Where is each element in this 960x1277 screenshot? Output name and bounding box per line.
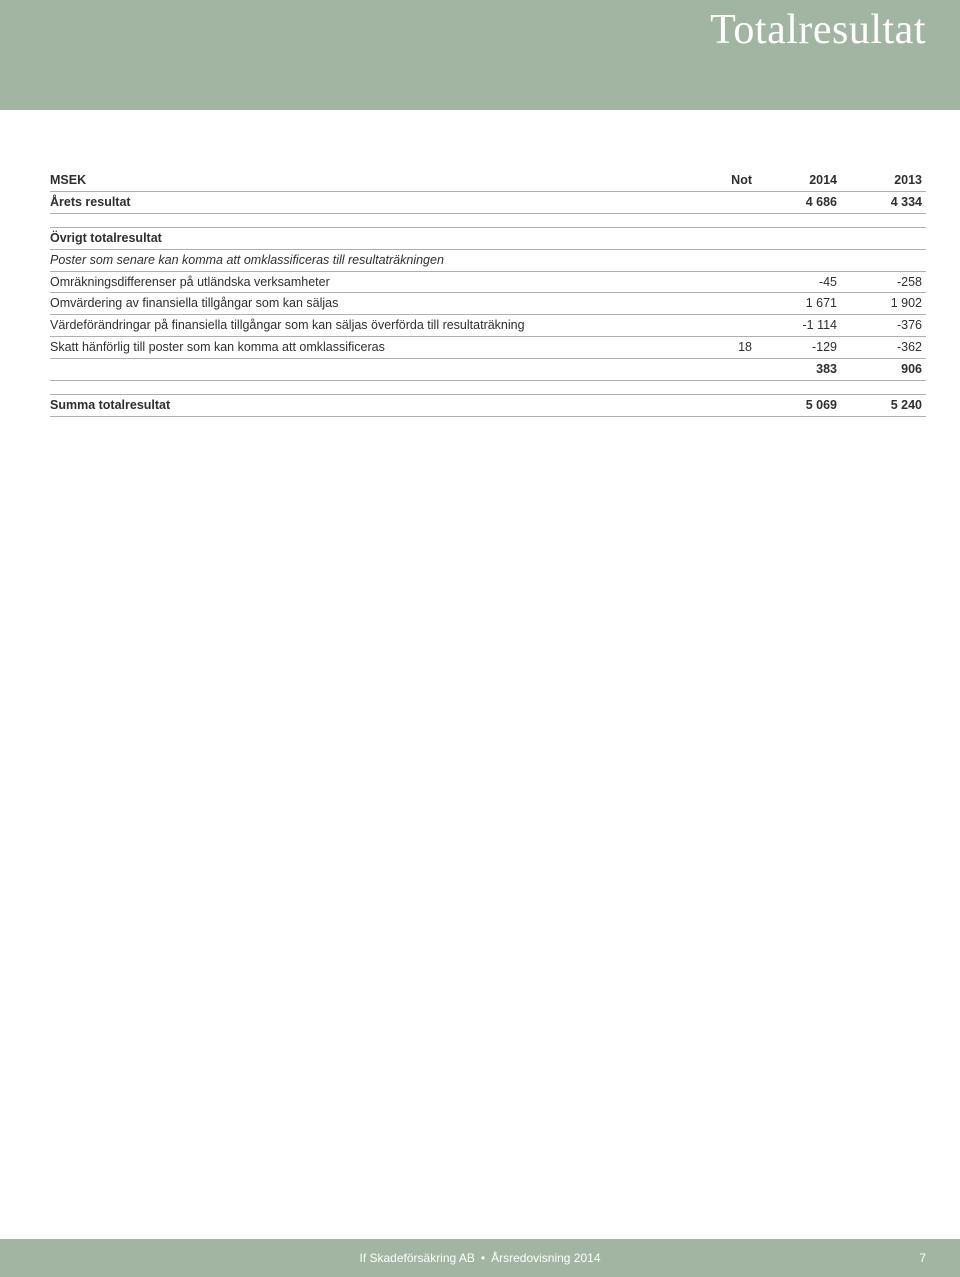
cell-2014: 383 [756, 359, 841, 381]
cell-2013: 4 334 [841, 191, 926, 213]
cell-2013: 1 902 [841, 293, 926, 315]
footer: If Skadeförsäkring AB • Årsredovisning 2… [0, 1239, 960, 1277]
row-poster-italic: Poster som senare kan komma att omklassi… [50, 249, 926, 271]
cell-not [696, 359, 756, 381]
cell-not [696, 191, 756, 213]
cell-not [696, 271, 756, 293]
cell-not [696, 293, 756, 315]
cell-2014: -129 [756, 337, 841, 359]
cell-label: Värdeförändringar på finansiella tillgån… [50, 315, 696, 337]
cell-2013: -362 [841, 337, 926, 359]
cell-2013: -258 [841, 271, 926, 293]
cell-label [50, 359, 696, 381]
col-2013: 2013 [841, 170, 926, 191]
col-not: Not [696, 170, 756, 191]
content-area: MSEK Not 2014 2013 Årets resultat 4 686 … [0, 110, 960, 421]
row-omvardering: Omvärdering av finansiella tillgångar so… [50, 293, 926, 315]
row-spacer [50, 213, 926, 227]
row-spacer2 [50, 380, 926, 394]
cell-2014: -1 114 [756, 315, 841, 337]
row-ovrigt-header: Övrigt totalresultat [50, 227, 926, 249]
cell-2014: 5 069 [756, 394, 841, 416]
cell-2014: -45 [756, 271, 841, 293]
cell-label: Poster som senare kan komma att omklassi… [50, 249, 696, 271]
footer-page-number: 7 [919, 1251, 926, 1265]
cell-2013: -376 [841, 315, 926, 337]
row-summa: Summa totalresultat 5 069 5 240 [50, 394, 926, 416]
cell-not: 18 [696, 337, 756, 359]
footer-company: If Skadeförsäkring AB [359, 1251, 474, 1265]
col-label: MSEK [50, 170, 696, 191]
col-2014: 2014 [756, 170, 841, 191]
row-arets-resultat: Årets resultat 4 686 4 334 [50, 191, 926, 213]
totalresultat-table: MSEK Not 2014 2013 Årets resultat 4 686 … [50, 170, 926, 421]
header-band: Totalresultat [0, 0, 960, 110]
cell-not [696, 394, 756, 416]
row-skatt: Skatt hänförlig till poster som kan komm… [50, 337, 926, 359]
cell-2014: 1 671 [756, 293, 841, 315]
row-omrakning: Omräkningsdifferenser på utländska verks… [50, 271, 926, 293]
cell-not [696, 315, 756, 337]
footer-doc: Årsredovisning 2014 [491, 1251, 600, 1265]
cell-label: Skatt hänförlig till poster som kan komm… [50, 337, 696, 359]
cell-label: Omvärdering av finansiella tillgångar so… [50, 293, 696, 315]
bullet-icon: • [481, 1251, 485, 1265]
cell-2013: 906 [841, 359, 926, 381]
cell-label: Årets resultat [50, 191, 696, 213]
row-vardeforandr: Värdeförändringar på finansiella tillgån… [50, 315, 926, 337]
row-subtotal: 383 906 [50, 359, 926, 381]
page-title: Totalresultat [710, 6, 926, 54]
cell-label: Summa totalresultat [50, 394, 696, 416]
cell-label: Omräkningsdifferenser på utländska verks… [50, 271, 696, 293]
cell-2014: 4 686 [756, 191, 841, 213]
cell-2013: 5 240 [841, 394, 926, 416]
cell-label: Övrigt totalresultat [50, 227, 696, 249]
row-bottom-border [50, 416, 926, 421]
